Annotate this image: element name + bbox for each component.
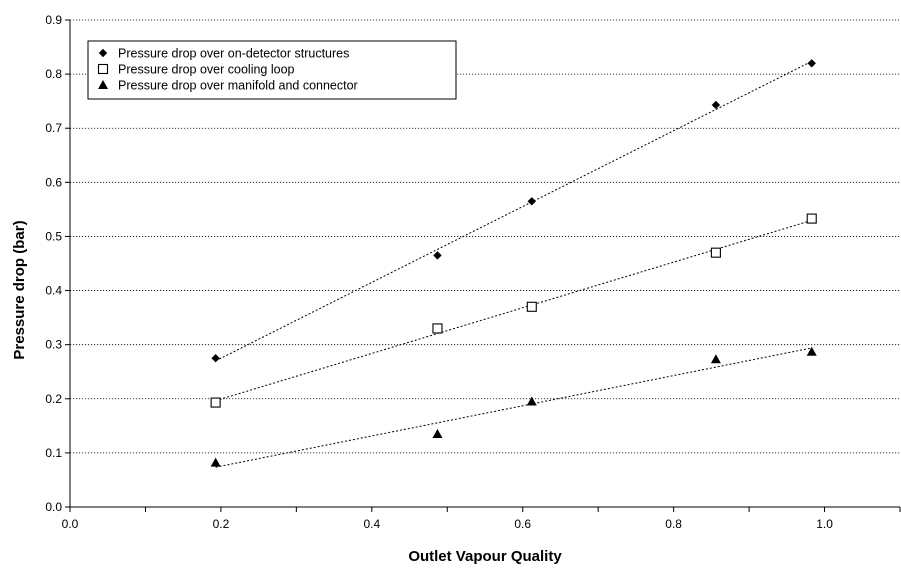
gridlines (70, 19, 900, 454)
x-tick-label: 0.4 (363, 517, 380, 531)
data-point-series-3 (432, 428, 443, 438)
y-tick-label: 0.3 (45, 338, 62, 352)
y-tick-label: 0.5 (45, 229, 62, 243)
y-tick-label: 0.6 (45, 175, 62, 189)
x-tick-label: 0.8 (665, 517, 682, 531)
data-point-series-2 (710, 247, 721, 258)
trendline-3 (215, 347, 812, 468)
y-tick-label: 0.0 (45, 500, 62, 514)
trendline-2 (215, 219, 812, 402)
x-tick-label: 1.0 (816, 517, 833, 531)
data-point-series-3 (710, 354, 721, 364)
legend-label-3: Pressure drop over manifold and connecto… (118, 79, 358, 93)
y-tick-label: 0.2 (45, 392, 62, 406)
data-point-series-1 (433, 251, 442, 260)
x-tick-label: 0.6 (514, 517, 531, 531)
y-tick-label: 0.4 (45, 284, 62, 298)
legend-label-1: Pressure drop over on-detector structure… (118, 47, 349, 61)
data-point-series-2 (526, 301, 537, 312)
x-tick-label: 0.2 (213, 517, 230, 531)
data-point-series-3 (526, 396, 537, 406)
y-tick-label: 0.1 (45, 446, 62, 460)
legend-marker-2 (97, 63, 109, 75)
axes (65, 19, 901, 512)
x-tick-label: 0.0 (62, 517, 79, 531)
trendline-1 (215, 60, 812, 362)
y-tick-label: 0.8 (45, 67, 62, 81)
legend-box (87, 40, 457, 100)
trendlines (215, 60, 812, 468)
data-point-series-3 (806, 346, 817, 356)
data-point-series-1 (711, 100, 721, 110)
data-point-series-1 (211, 353, 220, 363)
data-point-series-3 (210, 457, 221, 467)
x-axis-title: Outlet Vapour Quality (408, 548, 562, 565)
data-point-series-1 (527, 197, 536, 206)
y-axis-title: Pressure drop (bar) (11, 220, 28, 359)
data-point-series-2 (806, 213, 817, 224)
y-tick-label: 0.7 (45, 121, 62, 135)
tick-labels: 0.0 0.1 0.2 0.3 0.4 0.5 0.6 0.7 0.8 0.9 0.0 0.2 0.4 0… (45, 13, 833, 531)
legend-marker-1 (98, 48, 108, 58)
data-point-series-2 (210, 397, 221, 408)
legend-label-2: Pressure drop over cooling loop (118, 63, 295, 77)
legend: Pressure drop over on-detector structure… (87, 40, 457, 100)
data-point-series-2 (432, 323, 443, 334)
data-points (210, 59, 817, 467)
legend-marker-3 (98, 80, 108, 89)
y-tick-label: 0.9 (45, 13, 62, 27)
data-point-series-1 (807, 59, 816, 68)
